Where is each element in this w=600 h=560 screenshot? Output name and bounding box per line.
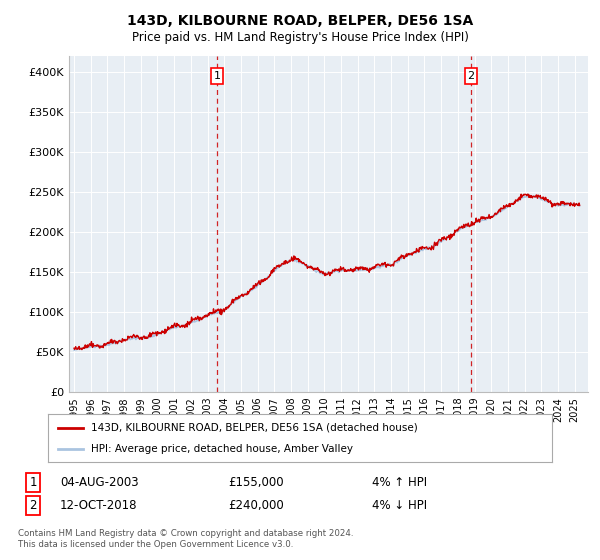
- Text: HPI: Average price, detached house, Amber Valley: HPI: Average price, detached house, Ambe…: [91, 444, 353, 454]
- Text: Price paid vs. HM Land Registry's House Price Index (HPI): Price paid vs. HM Land Registry's House …: [131, 31, 469, 44]
- Text: 1: 1: [214, 71, 221, 81]
- Text: 1: 1: [29, 476, 37, 489]
- Text: 04-AUG-2003: 04-AUG-2003: [60, 476, 139, 489]
- Text: 4% ↓ HPI: 4% ↓ HPI: [372, 498, 427, 512]
- Text: £240,000: £240,000: [228, 498, 284, 512]
- Text: 12-OCT-2018: 12-OCT-2018: [60, 498, 137, 512]
- Text: Contains HM Land Registry data © Crown copyright and database right 2024.
This d: Contains HM Land Registry data © Crown c…: [18, 529, 353, 549]
- Text: £155,000: £155,000: [228, 476, 284, 489]
- Text: 4% ↑ HPI: 4% ↑ HPI: [372, 476, 427, 489]
- Text: 143D, KILBOURNE ROAD, BELPER, DE56 1SA: 143D, KILBOURNE ROAD, BELPER, DE56 1SA: [127, 14, 473, 28]
- Text: 143D, KILBOURNE ROAD, BELPER, DE56 1SA (detached house): 143D, KILBOURNE ROAD, BELPER, DE56 1SA (…: [91, 423, 418, 433]
- Text: 2: 2: [29, 498, 37, 512]
- Text: 2: 2: [467, 71, 475, 81]
